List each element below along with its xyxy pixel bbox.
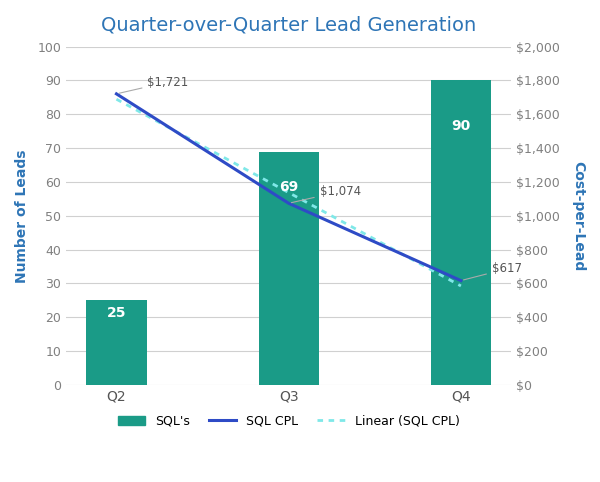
- Text: 69: 69: [279, 180, 298, 194]
- Y-axis label: Cost-per-Lead: Cost-per-Lead: [571, 161, 585, 271]
- Bar: [86, 300, 146, 385]
- Text: $617: $617: [464, 262, 522, 280]
- Y-axis label: Number of Leads: Number of Leads: [15, 149, 29, 282]
- Text: 90: 90: [451, 119, 470, 133]
- Legend: SQL's, SQL CPL, Linear (SQL CPL): SQL's, SQL CPL, Linear (SQL CPL): [113, 410, 464, 433]
- Title: Quarter-over-Quarter Lead Generation: Quarter-over-Quarter Lead Generation: [101, 15, 476, 34]
- Text: $1,721: $1,721: [119, 76, 188, 93]
- Bar: [431, 80, 491, 385]
- Text: 25: 25: [107, 306, 126, 320]
- Text: $1,074: $1,074: [292, 185, 361, 202]
- Bar: [259, 151, 319, 385]
